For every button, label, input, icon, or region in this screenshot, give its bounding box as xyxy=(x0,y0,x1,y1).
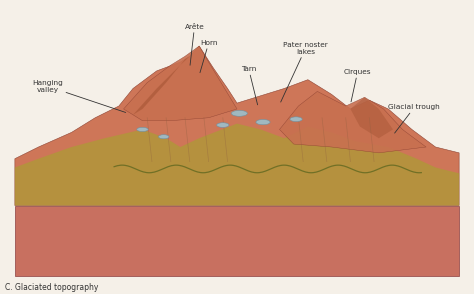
Text: Pater noster
lakes: Pater noster lakes xyxy=(281,42,328,102)
Text: Tarn: Tarn xyxy=(241,66,257,105)
Polygon shape xyxy=(124,46,237,121)
Text: Arête: Arête xyxy=(184,24,204,65)
Ellipse shape xyxy=(231,111,247,116)
Ellipse shape xyxy=(290,117,302,121)
Polygon shape xyxy=(15,206,459,276)
Ellipse shape xyxy=(217,123,229,127)
Polygon shape xyxy=(133,56,190,115)
Polygon shape xyxy=(280,91,426,153)
Polygon shape xyxy=(15,123,459,206)
Polygon shape xyxy=(350,97,393,138)
Text: C. Glaciated topography: C. Glaciated topography xyxy=(5,283,99,292)
Text: Cirques: Cirques xyxy=(344,69,371,102)
Text: Horn: Horn xyxy=(200,40,218,73)
Text: Hanging
valley: Hanging valley xyxy=(33,80,126,113)
Text: Glacial trough: Glacial trough xyxy=(388,104,440,133)
Ellipse shape xyxy=(256,119,270,125)
Polygon shape xyxy=(15,46,459,206)
Ellipse shape xyxy=(158,135,169,139)
Ellipse shape xyxy=(137,127,148,131)
